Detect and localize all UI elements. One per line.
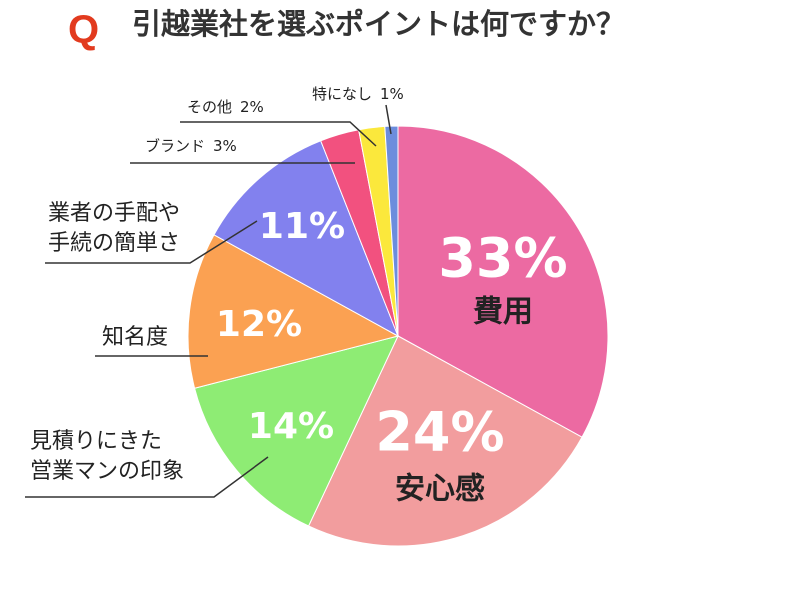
pie-slice <box>397 125 609 438</box>
category-label: 知名度 <box>102 325 168 350</box>
leader-line <box>180 121 377 147</box>
chart-title: 引越業社を選ぶポイントは何ですか？ <box>132 7 625 41</box>
category-label: 業者の手配や手続の簡単さ <box>48 201 180 256</box>
value-label: 11% <box>259 206 345 247</box>
pie-slice <box>187 234 400 389</box>
title-marker: Q <box>68 8 99 52</box>
leader-line <box>45 220 258 264</box>
value-label: 12% <box>216 304 302 345</box>
value-label: 1% <box>380 85 404 103</box>
pie-slice <box>213 140 399 338</box>
pie-slice <box>307 335 583 547</box>
value-label: 33% <box>438 227 567 290</box>
value-label: 3% <box>213 137 237 155</box>
outside-label: ブランド 3% <box>145 137 237 155</box>
value-label: 2% <box>240 98 264 116</box>
category-label: その他 <box>187 98 232 116</box>
value-label: 14% <box>248 406 334 447</box>
pie-slice <box>384 125 399 337</box>
category-label: 見積りにきた営業マンの印象 <box>30 429 184 484</box>
category-label: ブランド <box>145 137 205 155</box>
pie-slice <box>193 335 399 527</box>
value-label: 24% <box>375 401 504 464</box>
outside-label: 特になし 1% <box>312 85 404 103</box>
category-label: 安心感 <box>395 472 485 507</box>
leader-line <box>25 456 269 498</box>
category-label: 費用 <box>473 295 533 330</box>
category-label: 特になし <box>312 85 372 103</box>
leader-line <box>385 104 392 135</box>
outside-label: その他 2% <box>187 98 264 116</box>
